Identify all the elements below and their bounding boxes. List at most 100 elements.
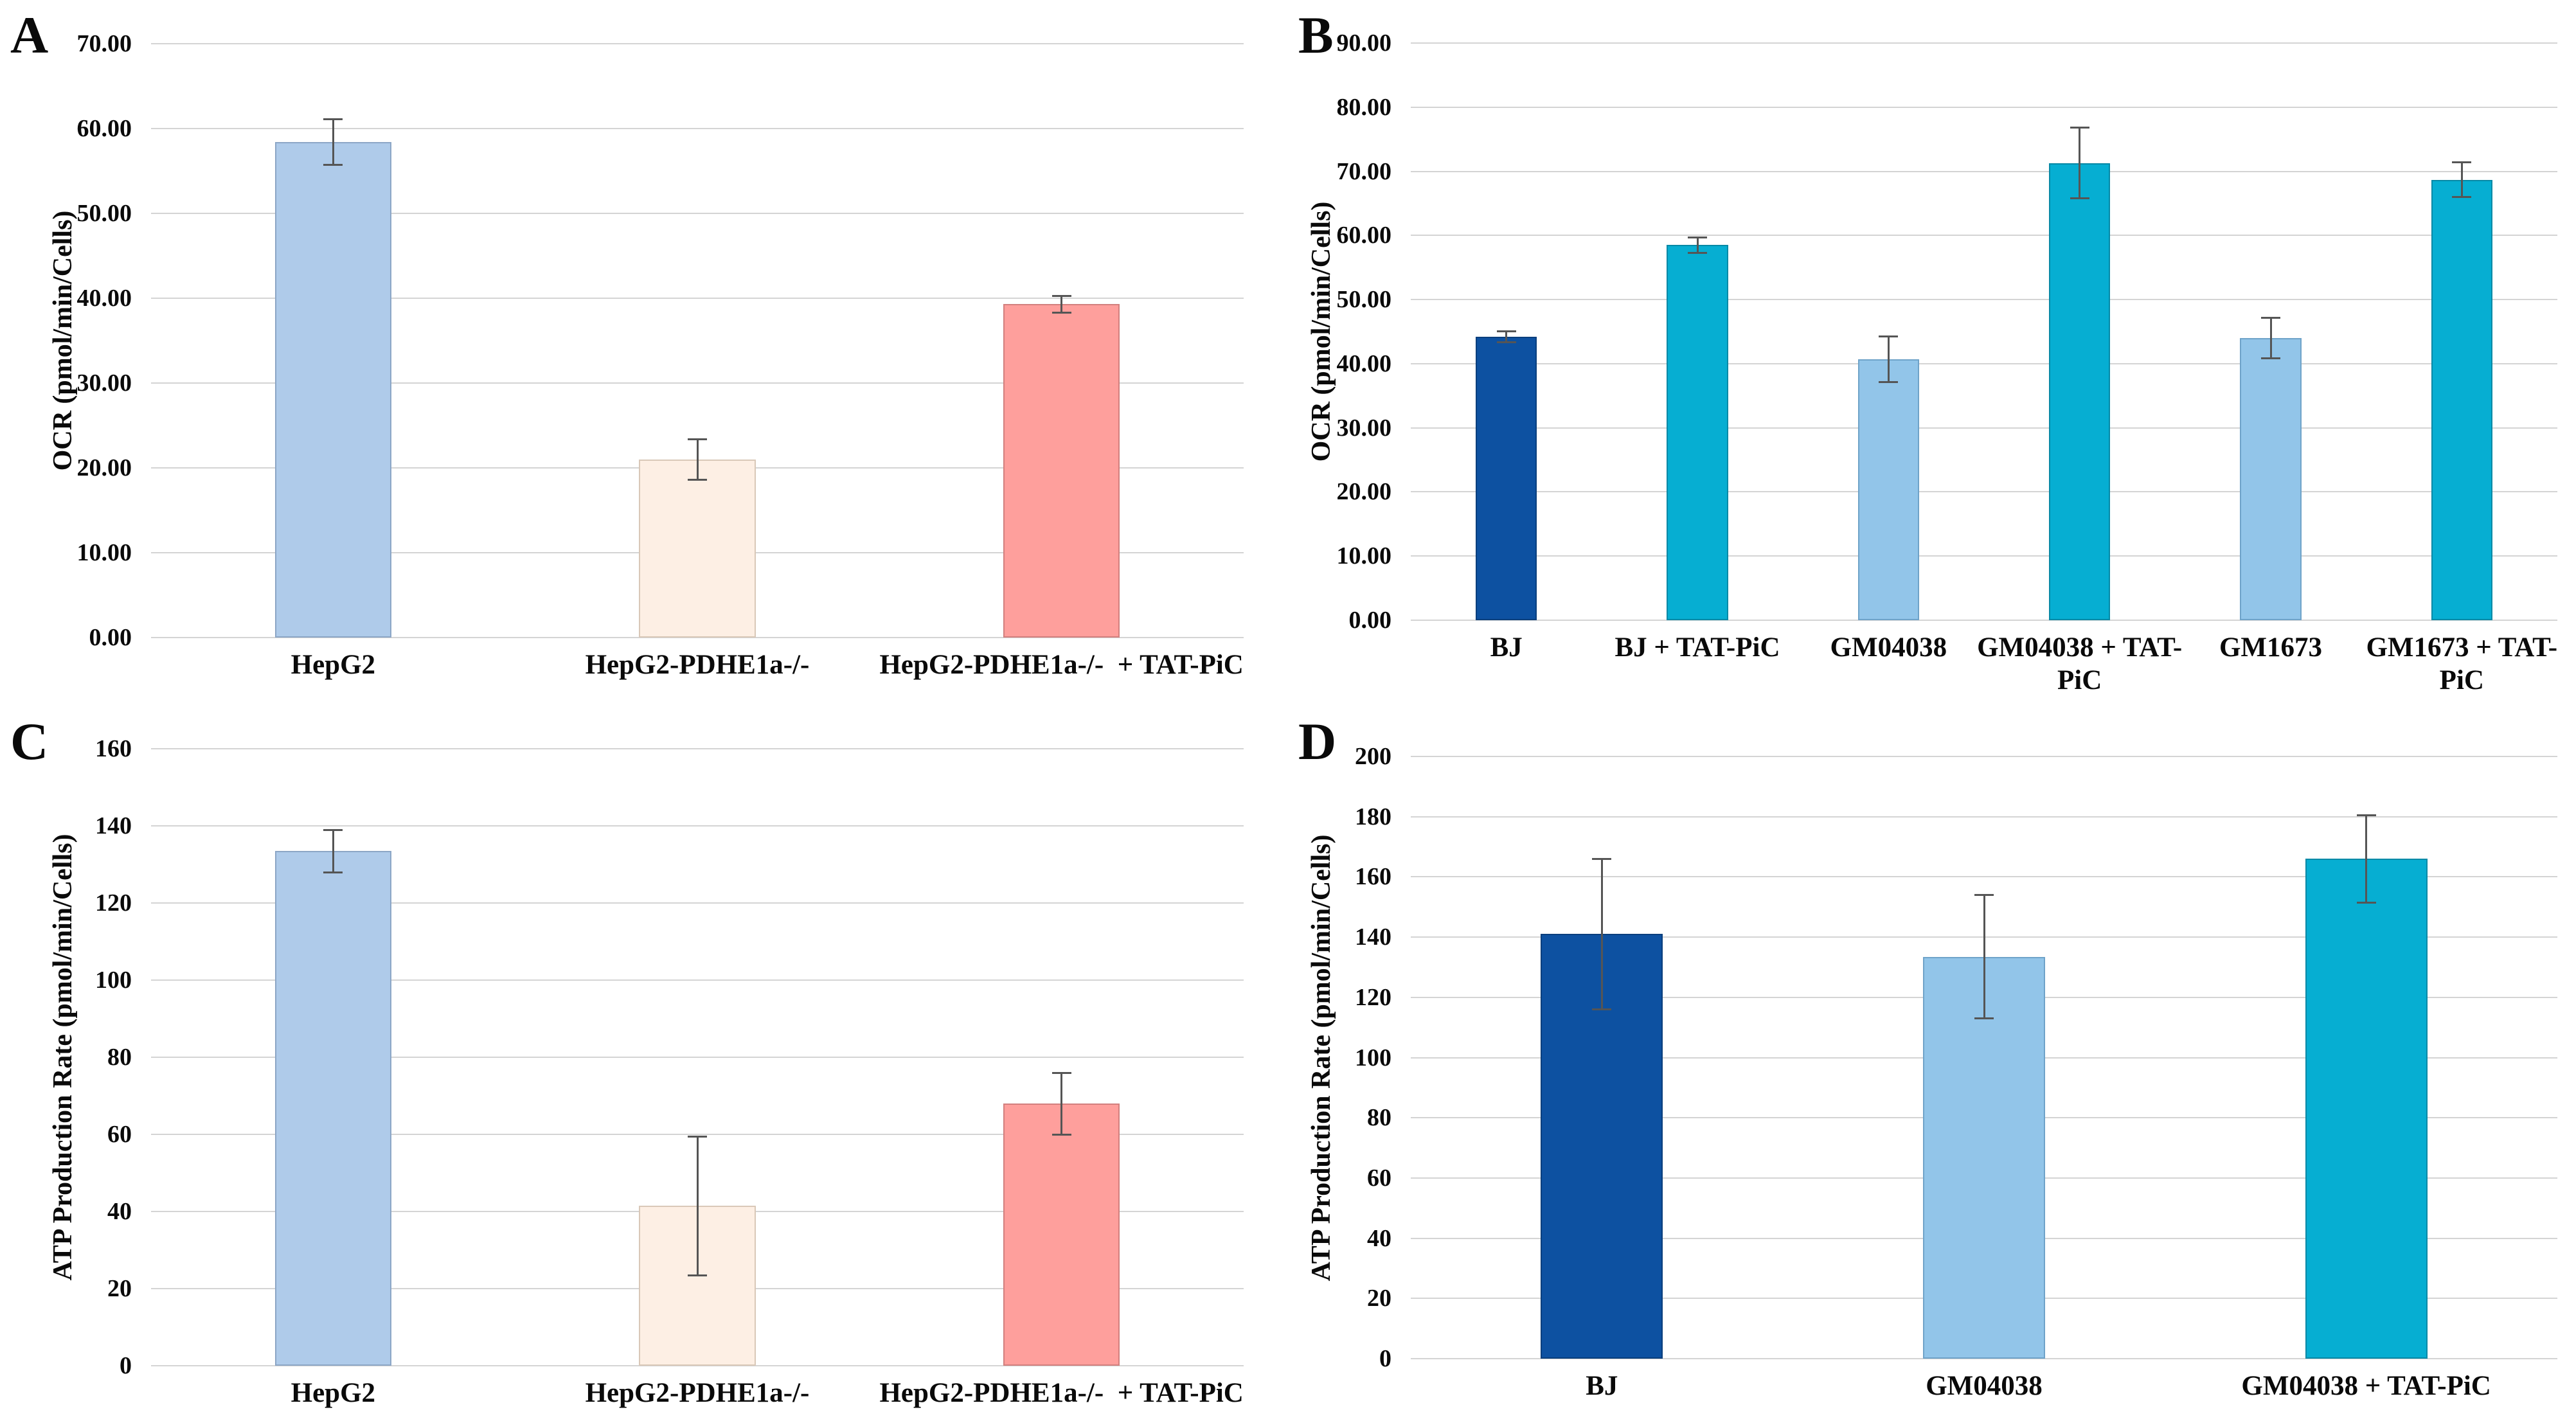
error-cap-bottom-gm1673-tat-pic (2452, 195, 2472, 198)
y-axis-title: OCR (pmol/min/Cells) (48, 210, 78, 471)
x-label-hepg2: HepG2 (291, 1378, 376, 1408)
panel-A: A OCR (pmol/min/Cells) 0.00 10.00 20.00 30.… (0, 0, 1288, 706)
gridline (151, 382, 1244, 384)
error-cap-bottom-gm04038 (1974, 1017, 1994, 1020)
y-tick-label: 40.00 (76, 285, 132, 312)
panel-B: B OCR (pmol/min/Cells) 0.00 10.00 20.00 30.… (1288, 0, 2576, 706)
x-label-bj: BJ (1490, 632, 1523, 663)
error-cap-bottom-gm04038-tat-pic (2356, 901, 2376, 904)
x-label-hepg2: HepG2 (291, 650, 376, 680)
y-tick-label: 20.00 (76, 454, 132, 481)
plot-area (1411, 756, 2557, 1359)
error-cap-bottom-hepg2-pdhe1a (688, 1274, 707, 1276)
gridline (1411, 42, 2557, 44)
y-tick-label: 140 (1355, 924, 1391, 951)
error-bar-gm04038-tat-pic (2365, 815, 2368, 903)
y-tick-label: 60.00 (76, 115, 132, 142)
error-cap-bottom-hepg2-pdhe1a (688, 478, 707, 481)
bar-gm04038-tat-pic (2049, 163, 2111, 620)
y-tick-label: 80 (107, 1044, 132, 1071)
bar-gm1673 (2240, 337, 2302, 620)
y-tick-label: 60.00 (1336, 222, 1392, 249)
panel-label-C: C (10, 712, 49, 771)
bar-hepg2 (274, 142, 391, 638)
x-label-gm1673-tat-pic: GM1673 + TAT-PiC (2366, 632, 2558, 695)
gridline (1411, 299, 2557, 301)
error-cap-bottom-hepg2 (323, 871, 343, 873)
x-label-hepg2-pdhe1a: HepG2-PDHE1a-/- (585, 650, 810, 680)
error-cap-top-gm04038-tat-pic (2070, 127, 2089, 129)
x-label-bj-tat-pic: BJ + TAT-PiC (1614, 632, 1780, 663)
gridline (151, 1134, 1244, 1135)
error-cap-top-gm1673-tat-pic (2452, 161, 2472, 164)
error-cap-top-bj (1496, 330, 1516, 332)
y-tick-label: 0.00 (89, 624, 132, 651)
y-tick-label: 70.00 (76, 30, 132, 57)
error-cap-top-hepg2 (323, 118, 343, 120)
y-tick-label: 160 (95, 735, 132, 762)
error-bar-gm04038-tat-pic (2079, 127, 2081, 199)
y-tick-label: 0 (120, 1352, 132, 1379)
error-bar-gm04038 (1983, 895, 1985, 1019)
x-label-hepg2-pdhe1a: HepG2-PDHE1a-/- (585, 1378, 810, 1408)
gridline (1411, 876, 2557, 878)
error-cap-top-gm04038 (1974, 894, 1994, 897)
error-cap-bottom-bj-tat-pic (1688, 251, 1707, 254)
bar-hepg2-pdhe1a-tat-pic (1003, 1104, 1120, 1366)
y-tick-label: 50.00 (1336, 286, 1392, 314)
error-bar-bj (1505, 331, 1508, 343)
bar-hepg2 (274, 851, 391, 1366)
gridline (1411, 555, 2557, 557)
gridline (1411, 170, 2557, 172)
panel-label-D: D (1298, 712, 1337, 771)
gridline (1411, 756, 2557, 757)
gridline (151, 902, 1244, 904)
plot-area (151, 43, 1244, 638)
x-label-bj: BJ (1586, 1371, 1618, 1401)
error-bar-hepg2-pdhe1a-tat-pic (1060, 1073, 1063, 1134)
error-cap-bottom-gm04038-tat-pic (2070, 197, 2089, 199)
x-label-gm04038: GM04038 (1926, 1371, 2043, 1401)
error-bar-bj (1600, 859, 1603, 1010)
error-cap-top-hepg2 (323, 828, 343, 831)
gridline (1411, 491, 2557, 493)
bar-gm04038-tat-pic (2305, 859, 2428, 1359)
bar-gm1673-tat-pic (2431, 179, 2492, 620)
panel-label-B: B (1298, 6, 1334, 64)
panel-D: D ATP Production Rate (pmol/min/Cells) 0… (1288, 706, 2576, 1412)
y-tick-label: 10.00 (76, 539, 132, 566)
y-tick-label: 140 (95, 812, 132, 839)
y-tick-label: 20.00 (1336, 478, 1392, 506)
y-tick-label: 120 (95, 889, 132, 916)
gridline (1411, 235, 2557, 237)
y-tick-label: 80 (1367, 1104, 1391, 1132)
bar-bj-tat-pic (1667, 245, 1728, 620)
error-cap-bottom-gm1673 (2261, 357, 2280, 360)
error-bar-bj-tat-pic (1696, 237, 1699, 253)
gridline (151, 43, 1244, 44)
gridline (151, 1365, 1244, 1366)
y-tick-label: 100 (1355, 1044, 1391, 1071)
y-tick-label: 0.00 (1348, 607, 1392, 634)
x-label-gm04038-tat-pic: GM04038 + TAT-PiC (2241, 1371, 2491, 1401)
error-cap-bottom-hepg2-pdhe1a-tat-pic (1051, 1133, 1071, 1136)
y-tick-label: 60 (107, 1121, 132, 1148)
error-bar-gm1673 (2269, 317, 2272, 359)
panel-label-A: A (10, 6, 49, 64)
gridline (151, 979, 1244, 981)
y-tick-label: 200 (1355, 743, 1391, 770)
plot-area (1411, 42, 2557, 621)
bar-gm04038 (1857, 359, 1919, 620)
gridline (151, 213, 1244, 214)
error-cap-top-hepg2-pdhe1a-tat-pic (1051, 1071, 1071, 1074)
error-cap-top-bj-tat-pic (1688, 236, 1707, 238)
y-tick-label: 30.00 (1336, 414, 1392, 442)
y-tick-label: 0 (1379, 1345, 1391, 1372)
error-bar-hepg2 (332, 830, 334, 872)
y-tick-label: 40 (1367, 1224, 1391, 1252)
bar-hepg2-pdhe1a (639, 459, 756, 638)
gridline (1411, 620, 2557, 621)
gridline (151, 128, 1244, 129)
y-tick-label: 20 (107, 1275, 132, 1302)
